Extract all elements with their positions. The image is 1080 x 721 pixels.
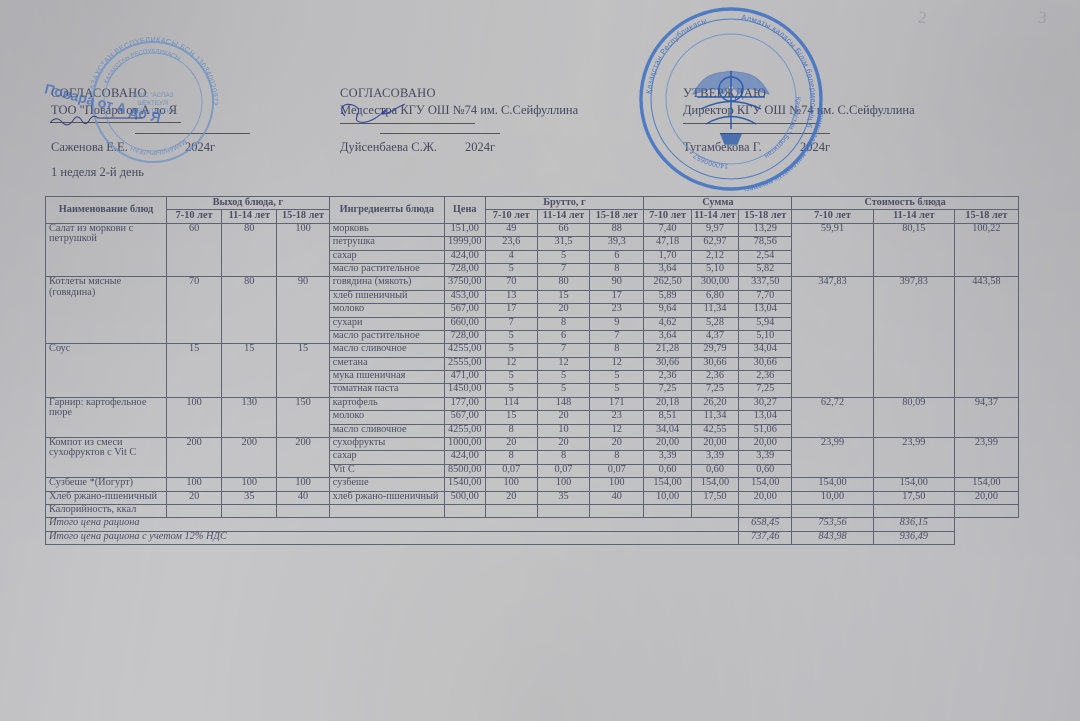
svg-text:140000657: 140000657: [692, 151, 728, 168]
svg-text:Қазақстан * Бортитан: Қазақстан * Бортитан: [763, 97, 801, 159]
svg-text:Алматы қаласы Білім бөлермесін: Алматы қаласы Білім бөлермесінің б: [741, 13, 818, 130]
svg-text:ЖШС "АСПАЗ: ЖШС "АСПАЗ: [132, 92, 173, 99]
svg-text:МАМАНДЫРЫЛҒАН: МАМАНДЫРЫЛҒАН: [130, 138, 187, 155]
